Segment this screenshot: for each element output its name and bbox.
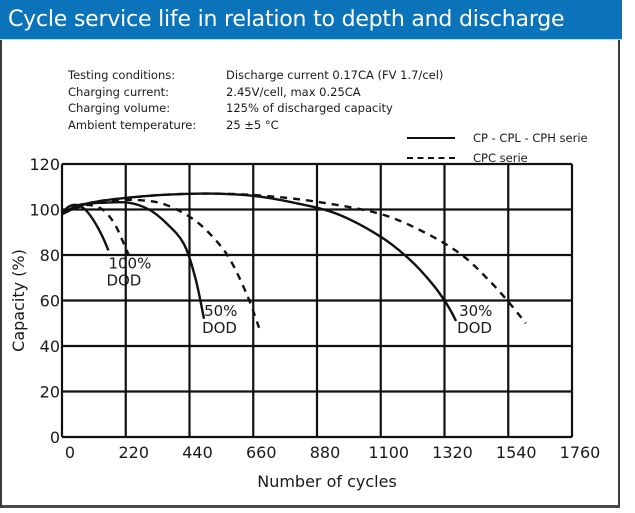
dod-annotation: DOD [457, 319, 492, 337]
chart-title: Cycle service life in relation to depth … [0, 0, 622, 40]
dod-annotation: DOD [106, 271, 141, 289]
dod-annotation: 50% [204, 302, 237, 320]
dod-annotation: 100% [108, 254, 151, 272]
legend-label: CP - CPL - CPH serie [473, 131, 588, 145]
y-tick-label: 100 [29, 201, 60, 220]
x-tick-label: 440 [182, 443, 213, 462]
chart-grid [60, 162, 574, 439]
condition-value: 25 ±5 °C [226, 117, 279, 132]
x-tick-label: 1760 [560, 443, 601, 462]
y-tick-label: 80 [40, 246, 60, 265]
condition-label: Charging volume: [68, 101, 171, 115]
series-line-dashed [61, 203, 130, 256]
solid-line-swatch-icon [407, 137, 455, 139]
condition-label: Ambient temperature: [68, 117, 197, 132]
y-axis-ticks: 0 20 40 60 80 100 120 [29, 155, 60, 447]
condition-value: 2.45V/cell, max 0.25CA [226, 84, 361, 99]
x-tick-label: 0 [65, 443, 75, 462]
condition-value: 125% of discharged capacity [226, 101, 393, 115]
chart-series [61, 192, 527, 329]
x-tick-label: 1320 [432, 443, 473, 462]
condition-row: Testing conditions: Discharge current 0.… [68, 67, 443, 84]
dashed-line-swatch-icon [407, 157, 455, 159]
series-line-solid [61, 203, 110, 251]
y-tick-label: 120 [29, 155, 60, 174]
legend-item-dashed: CPC serie [407, 148, 588, 168]
condition-row: Charging current: 2.45V/cell, max 0.25CA [68, 84, 443, 101]
y-tick-label: 60 [40, 292, 60, 311]
condition-label: Testing conditions: [68, 68, 176, 82]
test-conditions: Testing conditions: Discharge current 0.… [68, 67, 443, 133]
chart-legend: CP - CPL - CPH serie CPC serie [407, 128, 588, 168]
dod-annotation: 30% [459, 302, 492, 320]
y-tick-label: 40 [40, 337, 60, 356]
legend-label: CPC serie [473, 151, 528, 165]
y-tick-label: 0 [50, 428, 60, 447]
x-tick-label: 220 [118, 443, 149, 462]
series-line-dashed [61, 192, 527, 324]
legend-item-solid: CP - CPL - CPH serie [407, 128, 588, 148]
condition-label: Charging current: [68, 84, 169, 99]
condition-value: Discharge current 0.17CA (FV 1.7/cel) [226, 68, 444, 82]
x-tick-label: 1100 [368, 443, 409, 462]
x-axis-label: Number of cycles [257, 472, 397, 491]
condition-row: Charging volume: 125% of discharged capa… [68, 100, 443, 117]
y-axis-label: Capacity (%) [9, 249, 28, 352]
x-axis-ticks: 0 220 440 660 880 1100 1320 1540 1760 [65, 443, 600, 462]
x-tick-label: 660 [246, 443, 277, 462]
x-tick-label: 1540 [496, 443, 537, 462]
condition-row: Ambient temperature: 25 ±5 °C [68, 117, 443, 134]
dod-annotation: DOD [202, 319, 237, 337]
x-tick-label: 880 [310, 443, 341, 462]
y-tick-label: 20 [40, 383, 60, 402]
